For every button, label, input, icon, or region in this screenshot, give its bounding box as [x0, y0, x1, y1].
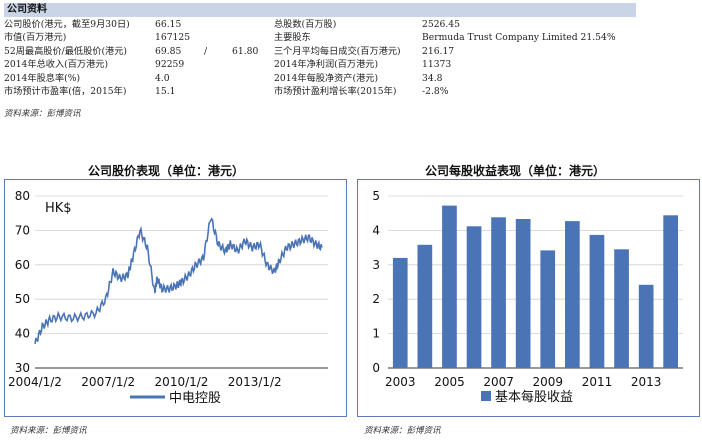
eps-bar [663, 215, 678, 368]
price-series-line [34, 217, 323, 345]
row-value-2: 2526.45 [422, 19, 460, 30]
y-tick-label: 0 [372, 361, 380, 375]
info-row: 2014年股息率(%) 4.0 2014年每股净资产(港元) 34.8 [4, 72, 636, 85]
price-line-chart: 30 40 50 60 70 80 2004/1/2 2007/1/2 2010/1/2 2013… [8, 189, 328, 406]
x-tick-label: 2004/1/2 [8, 375, 62, 389]
legend-label: 基本每股收益 [495, 389, 573, 405]
company-info-table: 公司股价(港元，截至9月30日) 66.15 总股数(百万股) 2526.45 … [4, 18, 636, 98]
section-header: 公司资料 [4, 3, 636, 17]
x-tick-label: 2013 [631, 375, 662, 389]
row-label: 公司股价(港元，截至9月30日) [4, 19, 130, 30]
price-chart-title: 公司股价表现（单位：港元） [88, 164, 245, 178]
legend-swatch [481, 391, 491, 401]
eps-chart-source: 资料来源：彭博资讯 [364, 426, 441, 436]
x-tick-label: 2007 [483, 375, 514, 389]
legend-label: 中电控股 [169, 391, 221, 406]
row-label-2: 2014年净利润(百万港元) [274, 59, 379, 71]
eps-bar [466, 226, 482, 368]
price-chart-source: 资料来源：彭博资讯 [10, 426, 87, 436]
info-row: 市场预计市盈率(倍，2015年) 15.1 市场预计盈利增长率(2015年) -… [4, 85, 636, 98]
row-label: 市值(百万港元) [4, 32, 67, 44]
row-value-2: 34.8 [422, 72, 443, 84]
row-value: 167125 [155, 32, 191, 44]
row-value: 69.85 [155, 45, 182, 57]
row-label-2: 总股数(百万股) [274, 19, 337, 30]
eps-bar [638, 284, 654, 368]
y-tick-label: 2 [372, 292, 380, 306]
y-tick-label: 5 [372, 189, 380, 203]
y-tick-label: 40 [15, 327, 30, 341]
eps-bar-chart: 0 1 2 3 4 5 2003 2005 2007 2009 2011 2013 基本每股收益 [372, 189, 683, 405]
eps-bar [540, 250, 556, 368]
x-tick-label: 2011 [582, 375, 613, 389]
eps-bar [515, 219, 531, 368]
row-value-2: -2.8% [422, 85, 449, 97]
y-tick-label: 30 [15, 361, 30, 375]
row-value-2: 216.17 [422, 45, 455, 57]
y-tick-label: 1 [372, 327, 380, 341]
row-separator: / [204, 45, 208, 57]
eps-bar [589, 234, 605, 368]
x-tick-label: 2007/1/2 [81, 375, 135, 389]
row-value: 15.1 [155, 85, 176, 97]
x-tick-label: 2009 [533, 375, 564, 389]
eps-bar [442, 205, 457, 368]
row-label-2: 市场预计盈利增长率(2015年) [274, 85, 397, 97]
row-label-2: 2014年每股净资产(港元) [274, 72, 379, 84]
x-tick-label: 2003 [385, 375, 416, 389]
row-value-b: 61.80 [232, 45, 259, 57]
row-value: 4.0 [155, 72, 170, 84]
row-label-2: 三个月平均每日成交(百万港元) [274, 45, 401, 57]
table-source-note: 资料来源：彭博资讯 [4, 109, 81, 119]
row-label: 2014年股息率(%) [4, 72, 81, 84]
eps-chart-panel: 0 1 2 3 4 5 2003 2005 2007 2009 2011 2013 基本每股收益 [357, 179, 700, 417]
x-tick-label: 2010/1/2 [155, 375, 209, 389]
eps-bar [392, 257, 408, 368]
y-tick-label: 80 [15, 189, 30, 203]
y-tick-label: 60 [15, 258, 30, 272]
row-label-2: 主要股东 [274, 32, 311, 44]
info-row: 2014年总收入(百万港元) 92259 2014年净利润(百万港元) 1137… [4, 58, 636, 71]
eps-bar [565, 221, 580, 368]
row-label: 52周最高股价/最低股价(港元) [4, 45, 128, 57]
eps-bar [491, 217, 506, 368]
currency-annotation: HK$ [45, 201, 72, 216]
info-row: 52周最高股价/最低股价(港元) 69.85 / 61.80 三个月平均每日成交… [4, 45, 636, 58]
row-label: 2014年总收入(百万港元) [4, 59, 109, 71]
info-row: 公司股价(港元，截至9月30日) 66.15 总股数(百万股) 2526.45 [4, 18, 636, 31]
row-value-2: Bermuda Trust Company Limited 21.54% [422, 32, 616, 44]
y-tick-label: 50 [15, 292, 30, 306]
info-row: 市值(百万港元) 167125 主要股东 Bermuda Trust Compa… [4, 31, 636, 44]
eps-chart-title: 公司每股收益表现（单位：港元） [425, 164, 606, 178]
row-label: 市场预计市盈率(倍，2015年) [4, 85, 127, 97]
x-tick-label: 2005 [434, 375, 465, 389]
price-chart-panel: 30 40 50 60 70 80 2004/1/2 2007/1/2 2010/1/2 2013… [4, 179, 347, 417]
eps-bar [417, 244, 433, 368]
row-value: 92259 [155, 59, 185, 71]
row-value: 66.15 [155, 19, 182, 30]
eps-bar [614, 249, 629, 368]
y-tick-label: 70 [15, 223, 30, 237]
x-tick-label: 2013/1/2 [228, 375, 282, 389]
y-tick-label: 3 [372, 258, 380, 272]
y-tick-label: 4 [372, 223, 380, 237]
row-value-2: 11373 [422, 59, 452, 71]
